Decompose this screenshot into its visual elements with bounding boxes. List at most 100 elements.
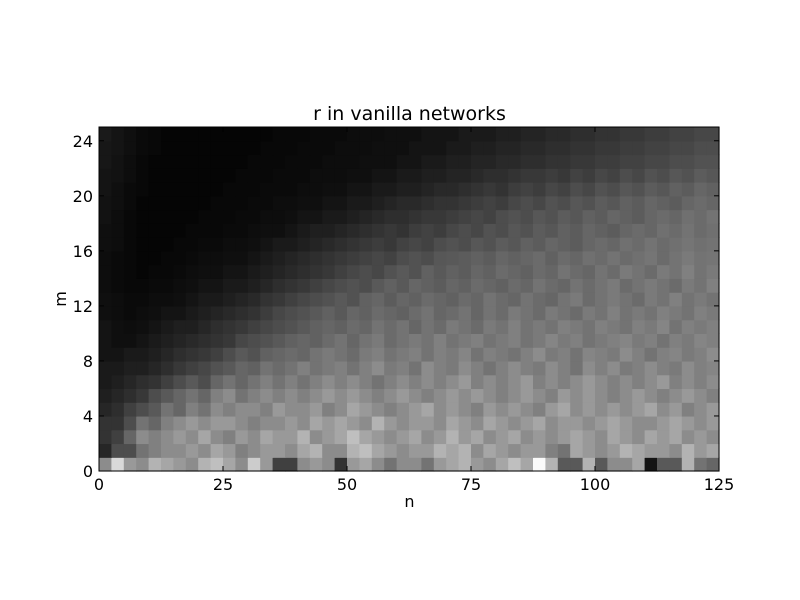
heatmap-cell bbox=[669, 457, 683, 472]
heatmap-cell bbox=[657, 402, 670, 417]
heatmap-cell bbox=[297, 319, 311, 334]
heatmap-cell bbox=[483, 388, 497, 403]
heatmap-cell bbox=[520, 319, 534, 334]
heatmap-cell bbox=[173, 264, 187, 279]
heatmap-cell bbox=[409, 292, 422, 307]
heatmap-cell bbox=[409, 457, 422, 472]
heatmap-cell bbox=[433, 140, 447, 156]
heatmap-cell bbox=[681, 182, 695, 197]
heatmap-cell bbox=[681, 402, 695, 417]
heatmap-cell bbox=[669, 154, 683, 169]
heatmap-cell bbox=[545, 305, 559, 321]
heatmap-cell bbox=[297, 429, 311, 445]
heatmap-cell bbox=[681, 319, 695, 334]
heatmap-cell bbox=[495, 209, 509, 224]
heatmap-cell bbox=[260, 457, 274, 472]
heatmap-cell bbox=[223, 292, 236, 307]
heatmap-cell bbox=[223, 457, 236, 472]
heatmap-cell bbox=[619, 402, 633, 417]
heatmap-cell bbox=[123, 443, 137, 458]
heatmap-cell bbox=[433, 402, 447, 417]
heatmap-cell bbox=[334, 388, 348, 403]
heatmap-cell bbox=[570, 443, 584, 458]
heatmap-cell bbox=[508, 402, 522, 417]
heatmap-cell bbox=[185, 182, 199, 197]
heatmap-cell bbox=[458, 443, 472, 458]
heatmap-cell bbox=[334, 140, 348, 156]
heatmap-cell bbox=[545, 195, 559, 211]
heatmap-cell bbox=[706, 127, 720, 142]
heatmap-cell bbox=[409, 360, 422, 376]
heatmap-cell bbox=[334, 429, 348, 445]
heatmap-cell bbox=[334, 457, 348, 472]
heatmap-cell bbox=[657, 127, 670, 142]
heatmap-cell bbox=[198, 223, 212, 238]
heatmap-cell bbox=[185, 360, 199, 376]
heatmap-cell bbox=[409, 140, 422, 156]
heatmap-cell bbox=[657, 154, 670, 169]
heatmap-cell bbox=[371, 168, 385, 183]
heatmap-cell bbox=[223, 374, 236, 390]
heatmap-cell bbox=[694, 195, 708, 211]
heatmap-cell bbox=[458, 209, 472, 224]
heatmap-cell bbox=[433, 360, 447, 376]
x-tick-label: 125 bbox=[704, 475, 735, 494]
heatmap-cell bbox=[632, 305, 646, 321]
heatmap-cell bbox=[384, 347, 398, 362]
heatmap-cell bbox=[359, 209, 373, 224]
heatmap-cell bbox=[223, 154, 236, 169]
heatmap-cell bbox=[471, 457, 484, 472]
heatmap-cell bbox=[570, 264, 584, 279]
heatmap-cell bbox=[520, 209, 534, 224]
heatmap-cell bbox=[545, 127, 559, 142]
heatmap-cell bbox=[557, 457, 571, 472]
heatmap-cell bbox=[111, 402, 125, 417]
heatmap-cell bbox=[495, 127, 509, 142]
heatmap-cell bbox=[198, 264, 212, 279]
heatmap-cell bbox=[669, 402, 683, 417]
heatmap-cell bbox=[99, 333, 112, 348]
heatmap-cell bbox=[582, 264, 596, 279]
heatmap-cell bbox=[706, 237, 720, 252]
heatmap-cell bbox=[520, 154, 534, 169]
heatmap-cell bbox=[322, 195, 336, 211]
heatmap-cell bbox=[384, 182, 398, 197]
heatmap-cell bbox=[99, 292, 112, 307]
heatmap-cell bbox=[706, 140, 720, 156]
heatmap-cell bbox=[384, 140, 398, 156]
heatmap-cell bbox=[247, 388, 261, 403]
heatmap-cell bbox=[458, 223, 472, 238]
heatmap-cell bbox=[136, 429, 150, 445]
heatmap-cell bbox=[595, 443, 608, 458]
heatmap-cell bbox=[198, 127, 212, 142]
heatmap-cell bbox=[309, 140, 323, 156]
heatmap-cell bbox=[99, 415, 112, 431]
heatmap-cell bbox=[223, 168, 236, 183]
heatmap-cell bbox=[409, 333, 422, 348]
heatmap-cell bbox=[657, 140, 670, 156]
heatmap-cell bbox=[198, 402, 212, 417]
heatmap-cell bbox=[297, 360, 311, 376]
heatmap-cell bbox=[471, 140, 484, 156]
heatmap-cell bbox=[545, 250, 559, 266]
heatmap-cell bbox=[483, 223, 497, 238]
heatmap-cell bbox=[371, 237, 385, 252]
heatmap-cell bbox=[210, 209, 224, 224]
heatmap-cell bbox=[322, 319, 336, 334]
heatmap-cell bbox=[99, 429, 112, 445]
heatmap-cell bbox=[657, 360, 670, 376]
heatmap-cell bbox=[545, 278, 559, 293]
heatmap-cell bbox=[545, 333, 559, 348]
heatmap-cell bbox=[483, 374, 497, 390]
heatmap-cell bbox=[607, 140, 621, 156]
heatmap-cell bbox=[396, 209, 410, 224]
heatmap-cell bbox=[533, 264, 546, 279]
heatmap-cell bbox=[421, 292, 435, 307]
heatmap-cell bbox=[508, 388, 522, 403]
heatmap-cell bbox=[433, 415, 447, 431]
heatmap-cell bbox=[223, 223, 236, 238]
heatmap-cell bbox=[421, 278, 435, 293]
heatmap-cell bbox=[595, 360, 608, 376]
heatmap-cell bbox=[322, 457, 336, 472]
heatmap-cell bbox=[161, 223, 174, 238]
